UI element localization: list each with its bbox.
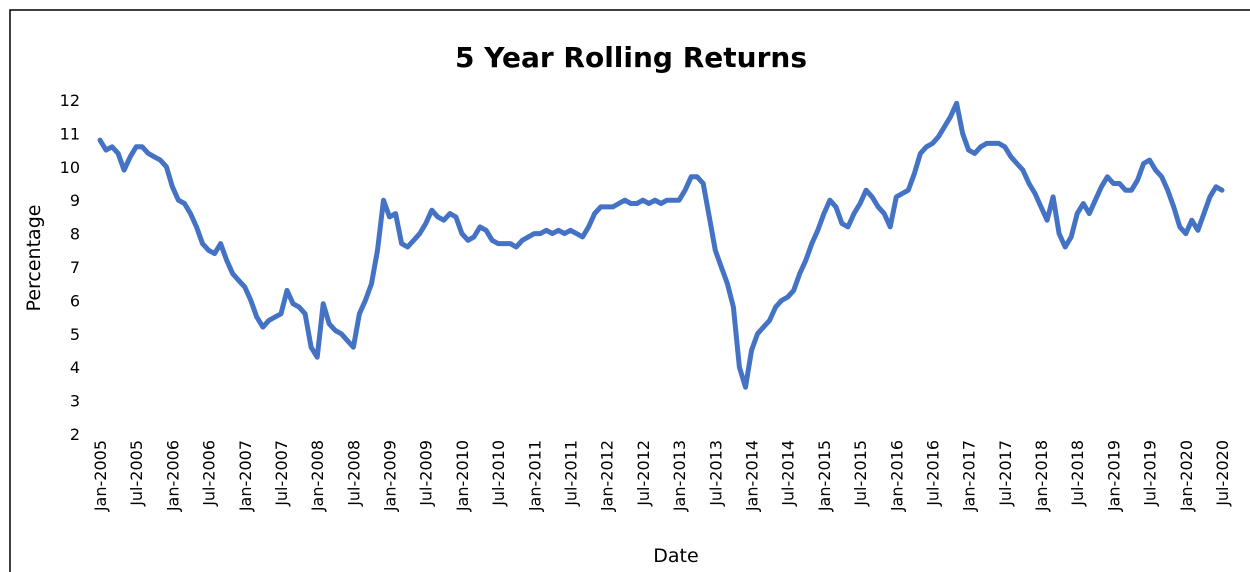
y-tick-label: 8 <box>70 225 80 244</box>
x-tick-label: Jul-2017 <box>996 440 1015 507</box>
y-tick-label: 9 <box>70 191 80 210</box>
y-axis-label: Percentage <box>23 205 45 312</box>
y-tick-label: 6 <box>70 291 80 310</box>
data-line <box>97 100 1225 390</box>
x-tick-label: Jul-2018 <box>1068 440 1087 507</box>
chart-frame <box>9 9 1250 572</box>
y-tick-label: 5 <box>70 325 80 344</box>
y-tick-label: 7 <box>70 258 80 277</box>
x-tick-label: Jan-2012 <box>598 440 617 512</box>
x-tick-label: Jul-2014 <box>779 440 798 507</box>
x-tick-label: Jan-2011 <box>525 440 544 512</box>
x-tick-label: Jul-2006 <box>200 440 219 507</box>
x-tick-label: Jul-2012 <box>634 440 653 507</box>
x-tick-label: Jan-2013 <box>670 440 689 512</box>
chart-title: 5 Year Rolling Returns <box>455 41 807 74</box>
x-tick-label: Jan-2019 <box>1104 440 1123 512</box>
x-axis-label: Date <box>653 545 698 567</box>
x-tick-label: Jan-2017 <box>960 440 979 512</box>
x-tick-label: Jan-2009 <box>381 440 400 512</box>
x-tick-label: Jul-2015 <box>851 440 870 507</box>
x-tick-label: Jan-2006 <box>163 440 182 512</box>
x-tick-label: Jan-2015 <box>815 440 834 512</box>
x-tick-label: Jan-2018 <box>1032 440 1051 512</box>
x-tick-label: Jan-2014 <box>742 440 761 512</box>
x-tick-label: Jan-2008 <box>308 440 327 512</box>
x-tick-label: Jan-2020 <box>1177 440 1196 512</box>
x-tick-label: Jul-2010 <box>489 440 508 507</box>
x-tick-label: Jan-2016 <box>887 440 906 512</box>
x-tick-label: Jul-2009 <box>417 440 436 507</box>
y-tick-label: 12 <box>60 91 80 110</box>
y-tick-label: 11 <box>60 124 80 143</box>
x-tick-label: Jul-2011 <box>562 440 581 507</box>
y-tick-label: 10 <box>60 158 80 177</box>
x-tick-label: Jul-2016 <box>923 440 942 507</box>
y-tick-label: 3 <box>70 392 80 411</box>
x-tick-label: Jan-2010 <box>453 440 472 512</box>
y-tick-label: 2 <box>70 425 80 444</box>
y-tick-label: 4 <box>70 358 80 377</box>
x-tick-label: Jan-2005 <box>91 440 110 512</box>
x-tick-label: Jul-2008 <box>344 440 363 507</box>
x-tick-label: Jul-2019 <box>1141 440 1160 507</box>
x-tick-label: Jul-2005 <box>127 440 146 507</box>
x-tick-label: Jul-2020 <box>1213 440 1232 507</box>
x-tick-label: Jan-2007 <box>236 440 255 512</box>
x-tick-label: Jul-2007 <box>272 440 291 507</box>
x-tick-label: Jul-2013 <box>706 440 725 507</box>
